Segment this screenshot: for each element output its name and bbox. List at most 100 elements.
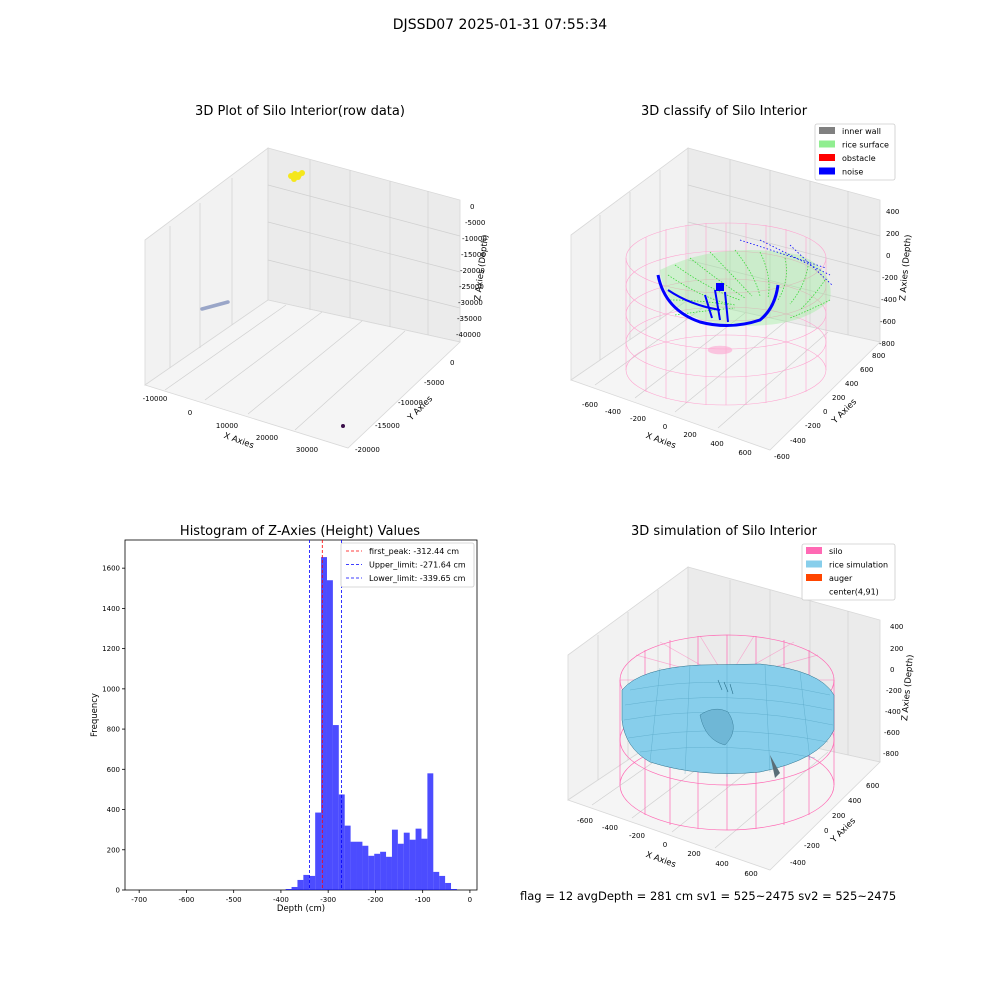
sim-ztick: 0 xyxy=(890,666,894,674)
sim-ytick: -400 xyxy=(790,859,806,867)
histogram-bar xyxy=(326,580,333,890)
raw-ytick: -5000 xyxy=(424,379,444,387)
histogram-xtick-label: -700 xyxy=(131,896,147,904)
raw-3d-panel: -10000 0 10000 20000 30000 0 -5000 -1000… xyxy=(143,147,491,454)
sim-zlabel: Z Axies (Depth) xyxy=(900,654,916,721)
raw-ytick: 0 xyxy=(450,359,454,367)
simulation-3d-panel: -600 -400 -200 0 200 400 600 600 400 200… xyxy=(567,543,916,878)
sim-xlabel: X Axies xyxy=(644,850,677,870)
histogram-xtick-label: 0 xyxy=(468,896,472,904)
legend-label: noise xyxy=(842,168,863,177)
classify-ztick: -400 xyxy=(881,296,897,304)
legend-label: center(4,91) xyxy=(829,588,879,597)
classify-silo-wireframe xyxy=(625,222,827,406)
histogram-bar xyxy=(451,888,457,890)
raw-ytick: -10000 xyxy=(398,399,423,407)
legend-label: obstacle xyxy=(842,154,876,163)
classify-xtick: 400 xyxy=(710,440,723,448)
histogram-xtick-label: -600 xyxy=(178,896,194,904)
raw-ztick: -35000 xyxy=(457,315,482,323)
figure-suptitle: DJSSD07 2025-01-31 07:55:34 xyxy=(392,17,608,33)
classify-ztick: -200 xyxy=(882,274,898,282)
histogram-bar xyxy=(421,838,428,890)
legend-label: inner wall xyxy=(842,127,881,136)
histogram-bar xyxy=(409,839,416,890)
histogram-bar xyxy=(391,829,398,890)
histogram-bar xyxy=(315,812,322,890)
sim-ztick: -200 xyxy=(886,687,902,695)
classify-ztick: -800 xyxy=(879,340,895,348)
histogram-bar xyxy=(309,875,316,890)
sim-ztick: -600 xyxy=(884,729,900,737)
histogram-ytick-label: 1200 xyxy=(102,645,120,653)
histogram-xtick-label: -200 xyxy=(367,896,383,904)
histogram-bar xyxy=(350,841,357,890)
classify-xtick: 0 xyxy=(663,423,667,431)
status-flag-line: flag = 12 avgDepth = 281 cm sv1 = 525~24… xyxy=(520,889,897,903)
legend-swatch xyxy=(819,140,835,148)
raw-ztick: -5000 xyxy=(465,219,485,227)
raw-ztick: -15000 xyxy=(461,251,486,259)
classify-xtick: -200 xyxy=(630,415,646,423)
legend-label: auger xyxy=(829,574,853,583)
histogram-bar xyxy=(356,841,363,890)
simulation-panel-title: 3D simulation of Silo Interior xyxy=(631,524,817,539)
classify-xtick: 600 xyxy=(738,449,751,457)
sim-xtick: -600 xyxy=(577,817,593,825)
raw-xtick: 20000 xyxy=(256,434,278,442)
histogram-bar xyxy=(297,879,304,890)
classify-ytick: 400 xyxy=(845,380,858,388)
sim-ylabel: Y Axies xyxy=(828,816,858,846)
classify-3d-panel: -600 -400 -200 0 200 400 600 800 600 400… xyxy=(570,123,914,461)
legend-swatch xyxy=(819,127,835,134)
sim-ytick: 400 xyxy=(848,797,861,805)
sim-xtick: -200 xyxy=(629,832,645,840)
histogram-bar xyxy=(433,871,440,890)
classify-ytick: 200 xyxy=(832,394,845,402)
legend-swatch xyxy=(806,547,822,554)
raw-grid xyxy=(164,160,461,431)
legend-label: silo xyxy=(829,547,843,556)
raw-ytick: -20000 xyxy=(355,446,380,454)
classify-xlabel: X Axies xyxy=(644,431,677,451)
histogram-ytick-label: 1000 xyxy=(102,685,120,693)
raw-panel-title: 3D Plot of Silo Interior(row data) xyxy=(195,104,405,119)
histogram-xlabel: Depth (cm) xyxy=(277,904,325,914)
histogram-bar xyxy=(368,855,375,890)
histogram-bar xyxy=(415,828,422,890)
histogram-ytick-label: 600 xyxy=(107,766,120,774)
raw-ztick: 0 xyxy=(470,203,474,211)
sim-ztick: 200 xyxy=(890,645,903,653)
sim-ytick: 200 xyxy=(832,812,845,820)
histogram-ylabel: Frequency xyxy=(90,693,100,737)
histogram-bar xyxy=(321,557,327,890)
sim-rice-surface xyxy=(621,663,835,778)
legend-swatch xyxy=(806,560,822,568)
histogram-bar xyxy=(344,825,351,890)
raw-ztick: -10000 xyxy=(462,235,487,243)
sim-ytick: 600 xyxy=(866,782,879,790)
legend-label: rice surface xyxy=(842,141,889,150)
raw-ztick: -30000 xyxy=(458,299,483,307)
histogram-ytick-label: 1600 xyxy=(102,565,120,573)
histogram-ytick-label: 800 xyxy=(107,726,120,734)
histogram-bar xyxy=(439,875,446,890)
histogram-legend: first_peak: -312.44 cm Upper_limit: -271.… xyxy=(340,542,475,588)
classify-ztick: 400 xyxy=(886,208,899,216)
histogram-ytick-label: 1400 xyxy=(102,605,120,613)
legend-swatch xyxy=(819,154,835,161)
histogram-yticks: 0 200 400 600 800 1000 1200 1400 1600 xyxy=(102,565,125,895)
classify-ytick: -200 xyxy=(805,422,821,430)
histogram-bar xyxy=(285,888,292,890)
raw-ztick: -20000 xyxy=(460,267,485,275)
histogram-bar xyxy=(332,725,339,890)
raw-xtick: -10000 xyxy=(143,395,168,403)
raw-line-cluster xyxy=(200,300,230,311)
histogram-legend-label: first_peak: -312.44 cm xyxy=(369,547,459,556)
histogram-legend-label: Lower_limit: -339.65 cm xyxy=(369,574,466,583)
classify-ytick: 0 xyxy=(823,408,827,416)
classify-grid xyxy=(594,160,881,429)
classify-ztick: 200 xyxy=(886,230,899,238)
sim-xtick: 200 xyxy=(687,850,700,858)
classify-xtick: -600 xyxy=(582,401,598,409)
